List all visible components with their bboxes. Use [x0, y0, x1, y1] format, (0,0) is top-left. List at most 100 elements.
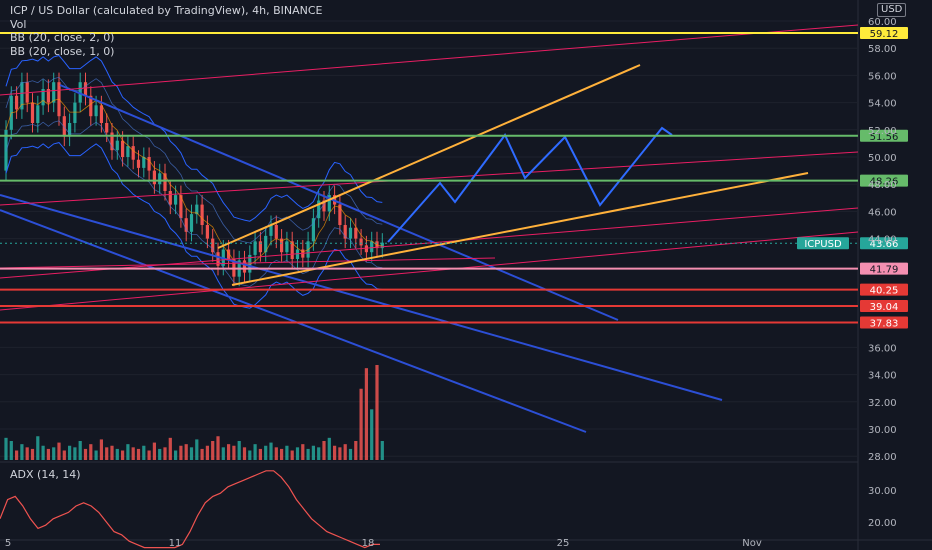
channel-line-middle [0, 194, 723, 401]
volume-bar [348, 448, 353, 460]
volume-bar [126, 444, 130, 460]
current-price-label: 43.66 [870, 239, 899, 250]
candle [105, 123, 109, 133]
volume-bar [121, 450, 125, 460]
level-price-tag [860, 283, 908, 296]
projection-path [387, 126, 673, 243]
bb1-legend[interactable]: BB (20, close, 2, 0) [10, 31, 115, 44]
volume-bar [152, 442, 156, 460]
level-price-tag [860, 26, 908, 39]
volume-bar [62, 450, 66, 460]
candle [94, 105, 98, 117]
level-price-label: 48.26 [870, 177, 899, 188]
level-price-tag [860, 129, 908, 142]
volume-bar [285, 445, 289, 460]
candle [205, 225, 209, 239]
volume-bar [83, 448, 88, 460]
level-price-tag [860, 316, 908, 329]
candle [348, 227, 353, 239]
volume-bar [253, 444, 257, 460]
candle [359, 238, 363, 246]
volume-bar [306, 448, 310, 460]
volume-bar [25, 447, 29, 460]
volume-bar [15, 450, 19, 460]
volume-bar [99, 439, 103, 460]
channel-line-lower [0, 209, 587, 433]
time-tick: 11 [169, 538, 182, 549]
currency-button[interactable]: USD [877, 3, 907, 17]
volume-bar [274, 447, 278, 460]
candle [227, 249, 231, 259]
volume-bar [354, 441, 358, 460]
bb-upper [5, 54, 383, 222]
price-tick: 50.00 [868, 153, 897, 164]
candle [15, 95, 19, 110]
time-tick: Nov [742, 538, 762, 549]
volume-bar [41, 445, 45, 460]
bb2-legend[interactable]: BB (20, close, 1, 0) [10, 44, 115, 58]
volume-bar [179, 445, 183, 460]
volume-bar [4, 437, 8, 460]
bb-inner-lower [5, 120, 383, 287]
level-price-tag [860, 300, 908, 313]
candle [317, 200, 321, 219]
volume-bar [46, 448, 50, 460]
candle [152, 170, 156, 185]
price-tick: 60.00 [868, 17, 897, 28]
volume-legend[interactable]: Vol [10, 17, 27, 31]
volume-bar [216, 436, 220, 460]
volume-bar [359, 388, 363, 460]
candle [343, 225, 347, 239]
candle [280, 238, 284, 253]
level-price-tag [860, 174, 908, 187]
volume-bar [295, 447, 300, 460]
volume-bar [221, 447, 225, 460]
candle [168, 191, 172, 205]
time-tick: 25 [557, 538, 570, 549]
adx-legend[interactable]: ADX (14, 14) [10, 468, 81, 481]
volume-bar [264, 445, 268, 460]
volume-bar [89, 444, 93, 460]
volume-bar [237, 441, 241, 460]
price-tick: 54.00 [868, 99, 897, 110]
candle [189, 214, 194, 232]
candle [338, 204, 342, 225]
red-trendline [0, 231, 859, 311]
volume-bar [370, 409, 374, 460]
level-price-label: 59.12 [870, 29, 899, 40]
volume-bar [258, 448, 262, 460]
candle [126, 146, 130, 157]
adx-tick: 30.00 [868, 486, 897, 497]
volume-bar [68, 445, 72, 460]
volume-bar [322, 441, 326, 460]
price-tick: 58.00 [868, 44, 897, 55]
volume-bar [205, 445, 209, 460]
volume-bar [380, 441, 384, 460]
symbol-tag-label: ICPUSD [804, 239, 842, 250]
volume-bar [168, 437, 172, 460]
candle [295, 249, 300, 259]
candle [4, 129, 8, 171]
candle [115, 140, 119, 151]
candle [290, 241, 294, 259]
volume-bar [20, 444, 24, 460]
symbol-title[interactable]: ICP / US Dollar (calculated by TradingVi… [10, 4, 323, 17]
candle [136, 159, 141, 168]
candle [41, 89, 45, 106]
red-trendline [0, 151, 859, 206]
candle [83, 82, 88, 96]
yellow-wedge-lower [231, 172, 809, 286]
price-tick: 28.00 [868, 452, 897, 463]
candle [211, 238, 215, 253]
candle [36, 105, 40, 123]
yellow-wedge-upper [217, 64, 641, 249]
volume-bar [343, 444, 347, 460]
volume-bar [30, 448, 35, 460]
candle [364, 245, 368, 253]
candle [285, 241, 289, 253]
candle [99, 105, 103, 123]
volume-bar [195, 439, 199, 460]
volume-bar [73, 447, 77, 460]
